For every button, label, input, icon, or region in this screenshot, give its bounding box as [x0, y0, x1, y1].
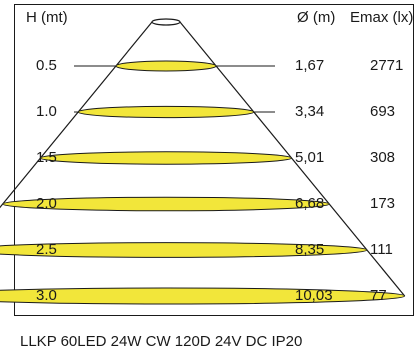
height-value: 0.5: [36, 57, 57, 74]
height-value: 1.0: [36, 103, 57, 120]
diameter-value: 10,03: [295, 287, 333, 304]
emax-value: 111: [370, 241, 393, 258]
light-spot-ellipse: [39, 151, 293, 165]
diameter-value: 1,67: [295, 57, 325, 74]
light-spot-ellipse: [0, 242, 368, 258]
emax-value: 2771: [370, 57, 404, 74]
height-value: 2.0: [36, 195, 57, 212]
cone-left-edge: [0, 21, 153, 209]
diagram-frame: [14, 4, 414, 316]
emax-value: 77: [370, 287, 387, 304]
height-column-header: H (mt): [26, 9, 68, 26]
light-spot-ellipse: [2, 196, 330, 212]
beam-cone: [0, 18, 406, 305]
diameter-value: 8,35: [295, 241, 325, 258]
diameter-value: 5,01: [295, 149, 325, 166]
height-value: 2.5: [36, 241, 57, 258]
light-spot-ellipse: [115, 60, 217, 72]
diameter-value: 6,68: [295, 195, 325, 212]
product-caption: LLKP 60LED 24W CW 120D 24V DC IP20: [20, 333, 303, 350]
emax-value: 173: [370, 195, 396, 212]
emax-value: 693: [370, 103, 396, 120]
fixture-icon: [151, 18, 181, 26]
light-spot-ellipse: [77, 105, 255, 119]
height-value: 1.5: [36, 149, 57, 166]
emax-value: 308: [370, 149, 396, 166]
emax-column-header: Emax (lx): [350, 9, 414, 26]
height-value: 3.0: [36, 287, 57, 304]
diameter-value: 3,34: [295, 103, 325, 120]
light-spot-ellipse: [0, 287, 406, 305]
diameter-column-header: Ø (m): [297, 9, 336, 26]
